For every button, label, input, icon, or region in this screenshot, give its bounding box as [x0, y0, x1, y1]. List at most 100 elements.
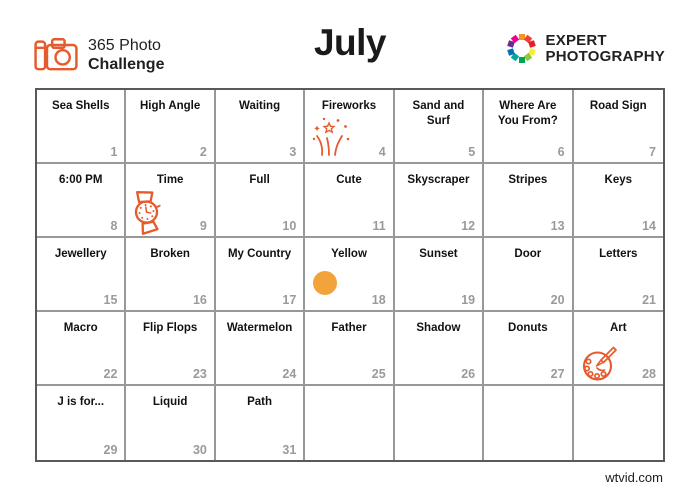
calendar-cell: Road Sign 7: [573, 90, 663, 164]
cell-label: Letters: [599, 248, 638, 260]
cell-label: J is for...: [57, 396, 105, 408]
cell-day-number: 28: [642, 367, 656, 381]
cell-label: Flip Flops: [142, 322, 198, 334]
calendar-cell: [395, 386, 485, 460]
cell-day-number: 18: [371, 293, 386, 307]
cell-label: [305, 386, 392, 395]
logo-line2: PHOTOGRAPHY: [545, 48, 665, 65]
cell-day-number: 9: [199, 219, 207, 233]
cell-label: High Angle: [140, 100, 201, 112]
cell-label: Macro: [63, 322, 98, 334]
calendar-cell: Keys 14: [573, 164, 663, 238]
cell-label: Shadow: [416, 322, 461, 334]
calendar-cell: Watermelon 24: [215, 312, 306, 386]
cell-label: [484, 386, 571, 395]
cell-day-number: 27: [550, 367, 565, 381]
cell-day-number: 20: [550, 293, 565, 307]
cell-label: Road Sign: [589, 100, 647, 112]
cell-day-number: 25: [371, 367, 386, 381]
calendar-cell: Door 20: [484, 238, 574, 312]
calendar-cell: Jewellery 15: [37, 238, 127, 312]
cell-label: Sand and Surf: [412, 100, 465, 127]
cell-day-number: 15: [103, 293, 118, 307]
fireworks-icon: [312, 115, 352, 157]
cell-label: Skyscraper: [407, 174, 470, 186]
calendar-cell: Where Are You From? 6: [484, 90, 574, 164]
calendar-cell: Fireworks 4: [305, 90, 395, 164]
calendar-cell: [484, 386, 574, 460]
calendar-cell: Liquid 30: [126, 386, 216, 460]
cell-label: Broken: [150, 248, 190, 260]
calendar-cell: Yellow 18: [305, 238, 395, 312]
calendar-cell: Full 10: [215, 164, 306, 238]
logo-pinwheel-icon: [506, 31, 540, 67]
cell-day-number: 19: [461, 293, 476, 307]
calendar-cell: Skyscraper 12: [394, 164, 485, 238]
camera-icon: [33, 35, 79, 73]
cell-day-number: 14: [642, 219, 656, 233]
page-title: July: [313, 22, 387, 63]
cell-label: Full: [249, 174, 270, 186]
cell-label: Stripes: [508, 174, 548, 186]
calendar-cell: Donuts 27: [484, 312, 574, 386]
cell-day-number: 24: [282, 367, 297, 381]
cell-day-number: 16: [192, 293, 207, 307]
cell-day-number: 21: [642, 293, 656, 307]
logo-line1: EXPERT: [545, 31, 607, 49]
cell-day-number: 3: [289, 145, 297, 159]
cell-label: Time: [156, 174, 184, 186]
cell-label: Door: [514, 248, 542, 260]
calendar-cell: Time 9: [126, 164, 216, 238]
cell-label: Sea Shells: [51, 100, 110, 112]
logo-text: EXPERT PHOTOGRAPHY: [545, 31, 665, 65]
calendar-cell: J is for... 29: [37, 386, 127, 460]
cell-label: Father: [331, 322, 367, 334]
watermark: wtvid.com: [605, 470, 663, 485]
cell-day-number: 10: [282, 219, 297, 233]
cell-day-number: 17: [282, 293, 297, 307]
cell-day-number: 8: [110, 219, 118, 233]
calendar-grid: Sea Shells 1 High Angle 2 Waiting 3 Fireworks 4…: [35, 88, 665, 462]
calendar-cell: Path 31: [216, 386, 306, 460]
cell-day-number: 12: [461, 219, 476, 233]
cell-label: Keys: [604, 174, 633, 186]
cell-day-number: 4: [378, 145, 386, 159]
cell-day-number: 13: [550, 219, 565, 233]
calendar-cell: [305, 386, 395, 460]
cell-label: [395, 386, 482, 395]
cell-label: Watermelon: [226, 322, 293, 334]
cell-label: Fireworks: [321, 100, 377, 112]
calendar-cell: Flip Flops 23: [126, 312, 216, 386]
calendar-cell: Cute 11: [305, 164, 395, 238]
brand-line1: 365 Photo: [88, 37, 161, 54]
calendar-cell: Sand and Surf 5: [394, 90, 485, 164]
cell-label: My Country: [227, 248, 292, 260]
cell-label: Cute: [336, 174, 362, 186]
cell-day-number: 26: [461, 367, 476, 381]
expert-photography-logo: EXPERT PHOTOGRAPHY: [506, 31, 665, 67]
calendar-cell: High Angle 2: [126, 90, 216, 164]
cell-label: Donuts: [508, 322, 548, 334]
calendar-cell: Broken 16: [126, 238, 216, 312]
cell-label: Jewellery: [54, 248, 107, 260]
cell-day-number: 29: [103, 443, 118, 457]
calendar-cell: Waiting 3: [215, 90, 306, 164]
cell-day-number: 1: [110, 145, 118, 159]
wristwatch-icon: [128, 189, 166, 235]
cell-day-number: 7: [649, 145, 656, 159]
cell-day-number: 11: [372, 219, 386, 233]
calendar-cell: [574, 386, 663, 460]
cell-label: Path: [247, 396, 273, 408]
yellow-circle-icon: [313, 271, 338, 295]
cell-label: Art: [609, 322, 627, 334]
calendar-cell: Letters 21: [573, 238, 663, 312]
calendar-cell: Father 25: [305, 312, 395, 386]
brand-text: 365 Photo Challenge: [88, 37, 164, 75]
calendar-cell: Stripes 13: [484, 164, 574, 238]
calendar-cell: Art 28: [573, 312, 663, 386]
calendar-cell: Sunset 19: [394, 238, 485, 312]
calendar-cell: My Country 17: [215, 238, 306, 312]
cell-label: Liquid: [152, 396, 188, 408]
cell-day-number: 22: [103, 367, 118, 381]
cell-day-number: 2: [199, 145, 207, 159]
